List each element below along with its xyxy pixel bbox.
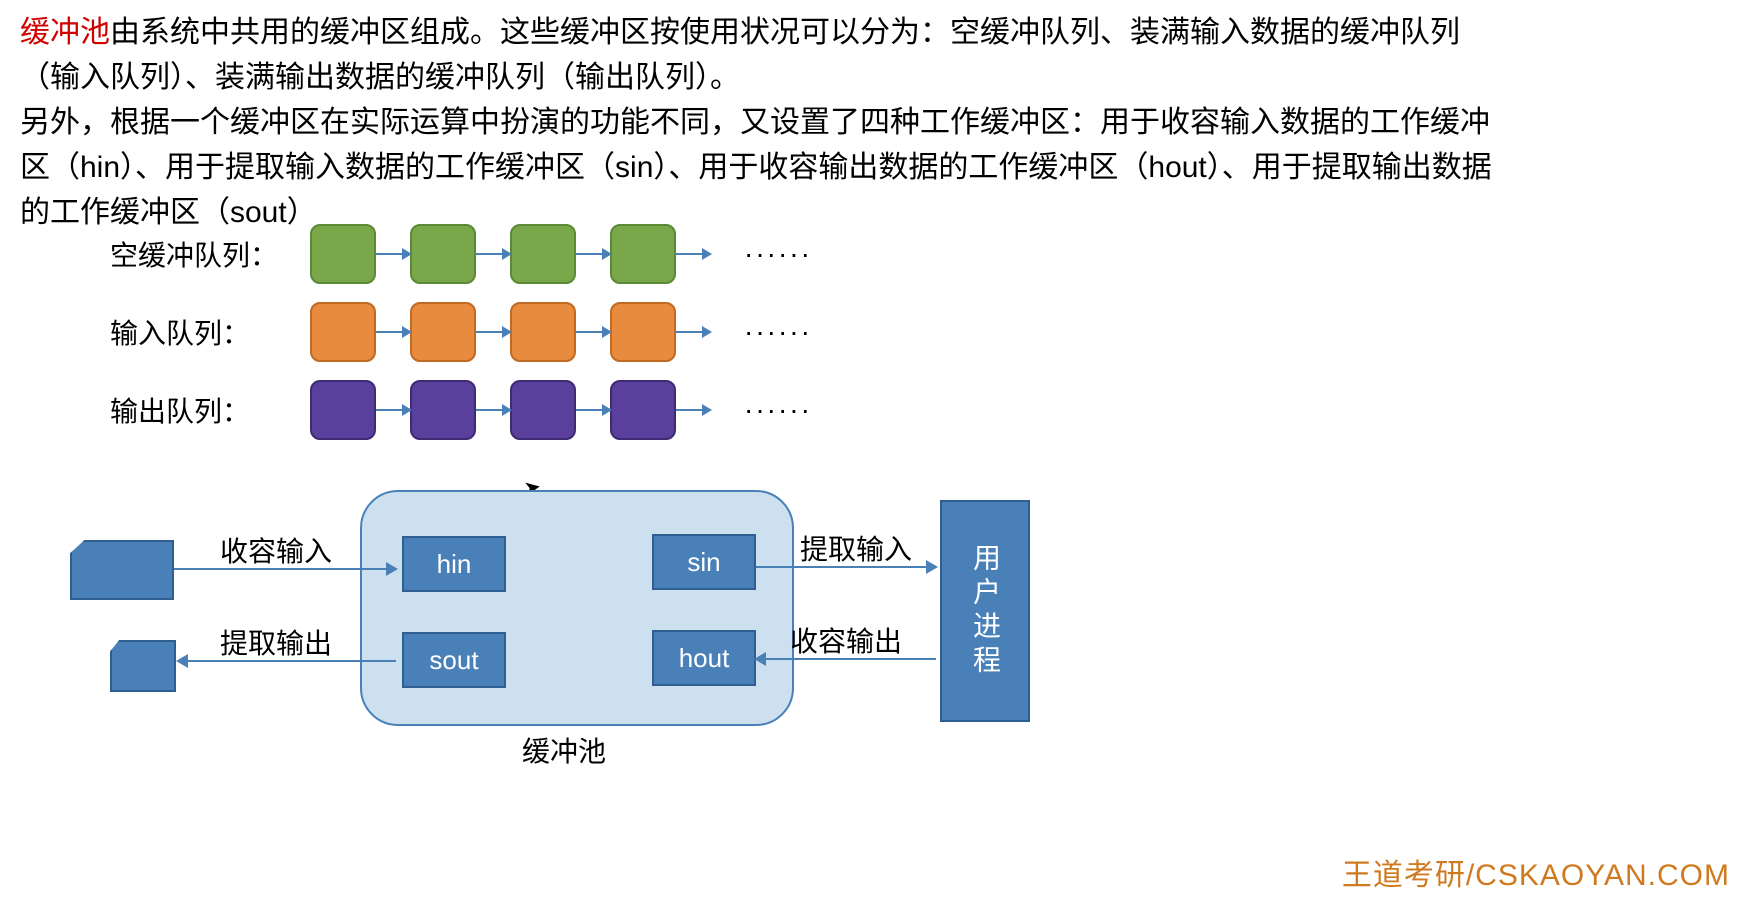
buffer-pool-diagram: hin sin sout hout 缓冲池 用户进程 收容输入 提取输出 提取输… — [60, 490, 1120, 780]
queue-box — [410, 380, 476, 440]
queue-box — [510, 224, 576, 284]
queue-box — [510, 302, 576, 362]
queue-arrow-icon — [676, 253, 710, 255]
queue-box — [310, 380, 376, 440]
user-process-box: 用户进程 — [940, 500, 1030, 722]
queue-arrow-icon — [376, 409, 410, 411]
queue-arrow-icon — [576, 409, 610, 411]
queue-arrow-icon — [376, 331, 410, 333]
queue-label: 输入队列： — [110, 312, 310, 352]
label-extract-input: 提取输入 — [800, 528, 912, 568]
description-paragraph: 缓冲池由系统中共用的缓冲区组成。这些缓冲区按使用状况可以分为：空缓冲队列、装满输… — [20, 10, 1500, 235]
queue-box — [510, 380, 576, 440]
queue-arrow-icon — [676, 409, 710, 411]
queue-label: 输出队列： — [110, 390, 310, 430]
buffer-pool-box: hin sin sout hout — [360, 490, 794, 726]
queue-row-output: 输出队列： ······ — [110, 381, 812, 439]
watermark: 王道考研/CSKAOYAN.COM — [1342, 850, 1730, 894]
queue-box — [610, 380, 676, 440]
queue-arrow-icon — [576, 331, 610, 333]
device-icon — [110, 640, 176, 692]
queue-box — [410, 224, 476, 284]
queue-arrow-icon — [676, 331, 710, 333]
work-buffer-hout: hout — [652, 630, 756, 686]
label-receive-output: 收容输出 — [790, 620, 902, 660]
queue-arrow-icon — [476, 253, 510, 255]
queue-boxes — [310, 224, 710, 284]
queue-ellipsis: ······ — [744, 316, 812, 348]
queue-box — [610, 224, 676, 284]
queue-row-empty: 空缓冲队列： ······ — [110, 225, 812, 283]
work-buffer-hin: hin — [402, 536, 506, 592]
work-buffer-sout: sout — [402, 632, 506, 688]
label-receive-input: 收容输入 — [220, 530, 332, 570]
queue-arrow-icon — [376, 253, 410, 255]
queue-boxes — [310, 302, 710, 362]
queue-row-input: 输入队列： ······ — [110, 303, 812, 361]
queue-boxes — [310, 380, 710, 440]
queue-arrow-icon — [576, 253, 610, 255]
queue-arrow-icon — [476, 331, 510, 333]
paragraph-line1: 由系统中共用的缓冲区组成。这些缓冲区按使用状况可以分为：空缓冲队列、装满输入数据… — [20, 16, 1460, 94]
label-extract-output: 提取输出 — [220, 622, 332, 662]
queue-box — [410, 302, 476, 362]
paragraph-line2: 另外，根据一个缓冲区在实际运算中扮演的功能不同，又设置了四种工作缓冲区：用于收容… — [20, 106, 1492, 229]
pool-label: 缓冲池 — [522, 730, 606, 770]
queue-arrow-icon — [476, 409, 510, 411]
highlight-term: 缓冲池 — [20, 16, 110, 49]
queue-box — [610, 302, 676, 362]
queue-box — [310, 302, 376, 362]
queue-ellipsis: ······ — [744, 394, 812, 426]
queue-ellipsis: ······ — [744, 238, 812, 270]
device-icon — [70, 540, 174, 600]
queue-diagram: 空缓冲队列： ······ 输入队列： ······ 输出队列： ······ — [110, 225, 812, 459]
queue-box — [310, 224, 376, 284]
queue-label: 空缓冲队列： — [110, 234, 310, 274]
work-buffer-sin: sin — [652, 534, 756, 590]
